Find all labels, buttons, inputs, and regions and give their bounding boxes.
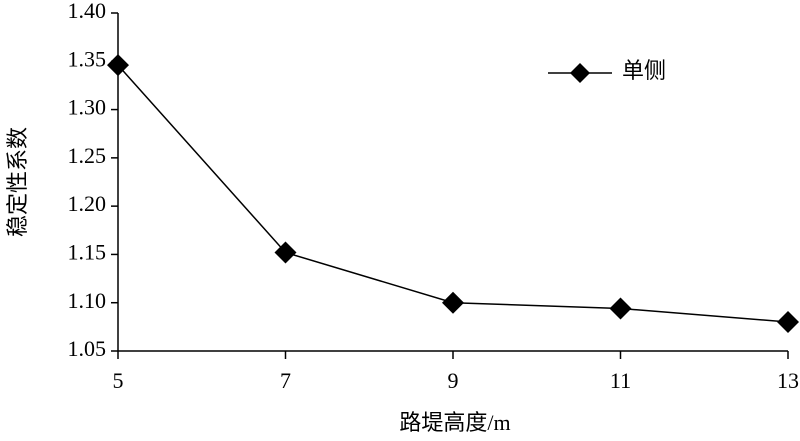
y-axis-title: 稳定性系数: [5, 127, 30, 237]
legend-label: 单侧: [622, 58, 666, 83]
x-axis-title: 路堤高度/m: [399, 410, 510, 435]
y-tick-label: 1.30: [68, 95, 107, 120]
y-tick-label: 1.35: [68, 46, 107, 71]
y-tick-label: 1.40: [68, 0, 107, 23]
y-tick-label: 1.20: [68, 191, 107, 216]
y-tick-label: 1.10: [68, 288, 107, 313]
x-tick-label: 7: [280, 368, 291, 393]
x-tick-label: 13: [777, 368, 799, 393]
point: [274, 241, 297, 264]
x-tick-label: 5: [113, 368, 124, 393]
point: [609, 297, 632, 320]
x-tick-label: 11: [610, 368, 631, 393]
x-tick-label: 9: [448, 368, 459, 393]
point: [107, 54, 129, 77]
y-tick-label: 1.05: [68, 336, 107, 361]
point: [777, 311, 799, 334]
y-tick-label: 1.25: [68, 143, 107, 168]
legend-marker: [570, 63, 590, 83]
point: [442, 291, 464, 314]
series-line: [117, 64, 789, 323]
y-tick-label: 1.15: [68, 239, 107, 264]
